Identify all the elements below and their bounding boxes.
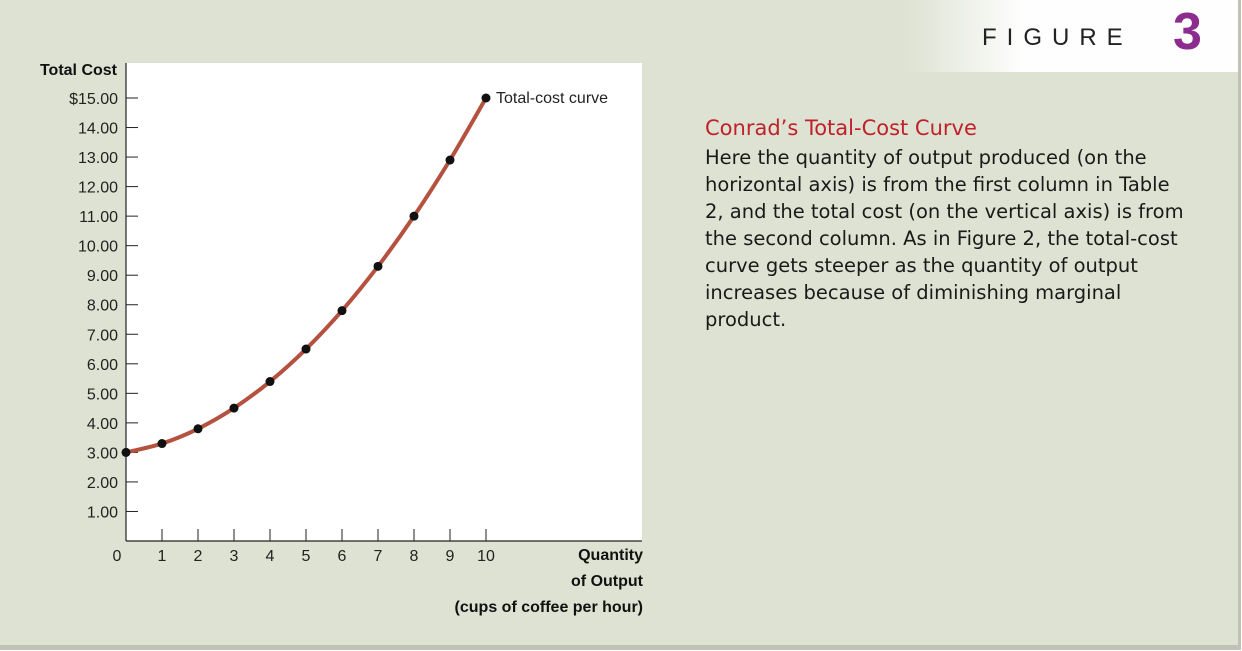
- y-tick-label: 8.00: [87, 298, 118, 315]
- data-point: [157, 439, 167, 449]
- data-point: [229, 403, 239, 413]
- x-tick-label: 4: [266, 548, 275, 565]
- data-point: [121, 447, 131, 457]
- y-axis-title: Total Cost: [40, 62, 118, 79]
- x-tick-label: 5: [302, 548, 311, 565]
- y-tick-label: 12.00: [78, 180, 118, 197]
- data-point: [445, 155, 455, 165]
- x-tick-label: 3: [230, 548, 239, 565]
- y-tick-label: 4.00: [87, 416, 118, 433]
- y-tick-label: 3.00: [87, 445, 118, 462]
- x-axis-title-line-2: of Output: [571, 573, 644, 590]
- y-tick-label: 1.00: [87, 504, 118, 521]
- data-point: [265, 377, 275, 387]
- y-tick-label: 7.00: [87, 327, 118, 344]
- data-point: [301, 344, 311, 354]
- x-tick-label: 0: [113, 548, 122, 565]
- curve-label: Total-cost curve: [496, 90, 608, 107]
- caption-body: Here the quantity of output produced (on…: [705, 146, 1184, 331]
- total-cost-curve-line: [124, 96, 488, 455]
- y-tick-label: 9.00: [87, 268, 118, 285]
- x-tick-label: 8: [410, 548, 419, 565]
- x-tick-label: 6: [338, 548, 347, 565]
- figure-number: 3: [1173, 3, 1202, 61]
- data-point: [193, 424, 203, 434]
- x-axis-title-line-3: (cups of coffee per hour): [455, 599, 643, 616]
- figure-caption: Conrad’s Total-Cost Curve Here the quant…: [705, 115, 1185, 333]
- y-tick-label: 6.00: [87, 357, 118, 374]
- caption-title: Conrad’s Total-Cost Curve: [705, 116, 977, 140]
- x-tick-label: 1: [158, 548, 167, 565]
- y-tick-label: 13.00: [78, 150, 118, 167]
- data-point: [409, 211, 419, 221]
- figure-banner: [905, 0, 1238, 72]
- x-tick-label: 2: [194, 548, 203, 565]
- x-tick-label: 7: [374, 548, 383, 565]
- x-tick-label: 9: [446, 548, 455, 565]
- y-tick-label: 5.00: [87, 386, 118, 403]
- chart-panel: [126, 63, 642, 541]
- y-tick-label: 10.00: [78, 239, 118, 256]
- data-point: [481, 93, 491, 103]
- x-axis-title-line-1: Quantity: [578, 547, 643, 564]
- figure-label: FIGURE: [982, 24, 1133, 51]
- x-tick-label: 10: [477, 548, 495, 565]
- y-tick-label: 11.00: [79, 209, 118, 226]
- y-tick-label: 2.00: [87, 475, 118, 492]
- y-tick-label: $15.00: [69, 91, 118, 108]
- y-tick-label: 14.00: [78, 121, 118, 138]
- total-cost-chart: 1.00 2.00 3.00 4.00 5.00 6.00 7.00 8.00 9.00 10.0…: [40, 62, 644, 616]
- data-point: [337, 306, 347, 316]
- data-point: [373, 261, 383, 271]
